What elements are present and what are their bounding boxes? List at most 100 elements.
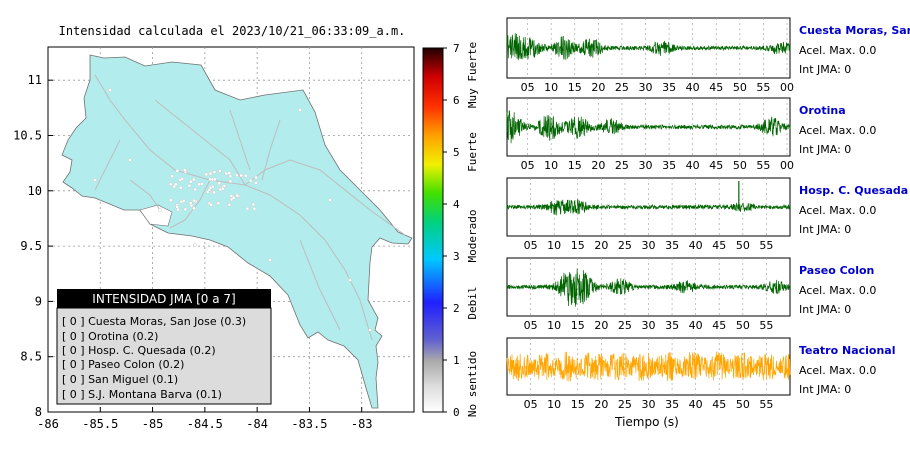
waveform-panel: 05 10 15 20 25 30 35 40 45 50 55 Paseo Colon Acel. M… bbox=[506, 257, 876, 332]
waveform-tick-label: 20 bbox=[594, 239, 608, 252]
map-x-tick-label: -85.5 bbox=[82, 417, 118, 431]
colorbar-tick-label: 5 bbox=[453, 146, 460, 159]
station-dot bbox=[192, 206, 196, 211]
waveform-trace bbox=[506, 33, 791, 61]
station-dot bbox=[187, 183, 192, 188]
waveform-panel: 05 10 15 20 25 30 35 40 45 50 55 00 Cuesta Moras, Sa… bbox=[506, 17, 910, 94]
station-dot bbox=[218, 169, 222, 173]
waveform-tick-label: 35 bbox=[665, 239, 679, 252]
map-x-tick-label: -83 bbox=[351, 417, 373, 431]
map-y-tick-label: 9.5 bbox=[20, 239, 42, 253]
legend-item: [ 0 ] Hosp. C. Quesada (0.2) bbox=[62, 344, 216, 357]
waveform-tick-label: 45 bbox=[712, 319, 726, 332]
station-accel: Acel. Max. 0.0 bbox=[799, 204, 876, 217]
waveform-tick-label: 20 bbox=[594, 398, 608, 411]
waveform-panel: 05 10 15 20 25 30 35 40 45 50 55 Teatro Nacional Ace… bbox=[506, 337, 896, 411]
legend-title: INTENSIDAD JMA [0 a 7] bbox=[92, 292, 235, 306]
waveform-tick-label: 55 bbox=[756, 81, 770, 94]
station-dot bbox=[239, 173, 243, 178]
waveform-tick-label: 55 bbox=[756, 159, 770, 172]
station-dot bbox=[348, 278, 352, 282]
station-dot bbox=[197, 182, 201, 187]
waveform-tick-label: 25 bbox=[618, 239, 632, 252]
station-dot bbox=[298, 108, 302, 112]
waveform-tick-label: 30 bbox=[642, 319, 656, 332]
map-y-tick-label: 8 bbox=[35, 405, 42, 419]
waveform-tick-label: 45 bbox=[712, 239, 726, 252]
station-jma: Int JMA: 0 bbox=[799, 63, 851, 76]
station-dot bbox=[231, 196, 236, 200]
station-dot bbox=[158, 208, 162, 212]
waveform-panel: 05 10 15 20 25 30 35 40 45 50 55 00 Orotina Acel. Max… bbox=[506, 97, 876, 172]
station-dot bbox=[216, 201, 221, 206]
waveform-tick-label: 15 bbox=[568, 159, 582, 172]
waveform-tick-label: 25 bbox=[615, 81, 629, 94]
waveform-tick-label: 05 bbox=[521, 159, 535, 172]
waveform-tick-label: 35 bbox=[665, 398, 679, 411]
station-dot bbox=[328, 198, 332, 202]
map-y-axis: 11 10.5 10 9.5 9 8.5 8 bbox=[13, 73, 53, 419]
colorbar-tick-label: 0 bbox=[453, 406, 460, 419]
waveform-tick-label: 20 bbox=[594, 319, 608, 332]
waveform-tick-label: 00 bbox=[780, 81, 794, 94]
station-jma: Int JMA: 0 bbox=[799, 303, 851, 316]
station-dot bbox=[180, 177, 185, 181]
station-dot bbox=[235, 193, 240, 198]
waveform-tick-label: 20 bbox=[591, 159, 605, 172]
station-dot bbox=[254, 181, 258, 185]
waveform-tick-label: 10 bbox=[547, 398, 561, 411]
station-dot bbox=[212, 190, 216, 195]
station-dot bbox=[170, 174, 175, 179]
waveform-tick-label: 40 bbox=[689, 398, 703, 411]
colorbar-tick-label: 3 bbox=[453, 250, 460, 263]
waveform-tick-label: 25 bbox=[618, 398, 632, 411]
map-y-tick-label: 8.5 bbox=[20, 350, 42, 364]
station-jma: Int JMA: 0 bbox=[799, 383, 851, 396]
waveform-tick-label: 25 bbox=[618, 319, 632, 332]
waveform-tick-label: 40 bbox=[686, 159, 700, 172]
station-dot bbox=[179, 185, 183, 190]
waveform-tick-label: 05 bbox=[521, 81, 535, 94]
waveform-tick-label: 35 bbox=[662, 159, 676, 172]
station-dot bbox=[212, 170, 217, 174]
station-name: Hosp. C. Quesada bbox=[799, 184, 908, 197]
station-dot bbox=[193, 187, 198, 192]
colorbar-tick-label: 7 bbox=[453, 42, 460, 55]
station-dots bbox=[93, 88, 372, 332]
station-dot bbox=[235, 173, 239, 178]
map-x-tick-label: -84.5 bbox=[187, 417, 223, 431]
station-dot bbox=[182, 168, 187, 172]
colorbar-tick-label: 4 bbox=[453, 198, 460, 211]
colorbar-label-fuerte: Fuerte bbox=[466, 132, 479, 172]
station-accel: Acel. Max. 0.0 bbox=[799, 44, 876, 57]
station-dot bbox=[188, 201, 193, 206]
station-dot bbox=[168, 182, 173, 187]
waveform-tick-label: 50 bbox=[736, 239, 750, 252]
station-dot bbox=[211, 184, 215, 189]
waveform-tick-label: 30 bbox=[642, 239, 656, 252]
station-dot bbox=[175, 168, 180, 173]
station-dot bbox=[227, 202, 232, 207]
map-title: Intensidad calculada el 2023/10/21_06:33… bbox=[59, 24, 406, 38]
colorbar-label-debil: Debil bbox=[466, 286, 479, 319]
legend-item: [ 0 ] Orotina (0.2) bbox=[62, 330, 158, 343]
waveform-tick-label: 05 bbox=[524, 319, 538, 332]
waveform-tick-label: 05 bbox=[524, 398, 538, 411]
station-dot bbox=[228, 179, 233, 184]
waveform-tick-label: 55 bbox=[759, 239, 773, 252]
legend-item: [ 0 ] Paseo Colon (0.2) bbox=[62, 358, 184, 371]
station-name: Teatro Nacional bbox=[799, 344, 896, 357]
waveform-tick-label: 10 bbox=[547, 239, 561, 252]
station-dot bbox=[179, 199, 184, 204]
map-x-tick-label: -84 bbox=[246, 417, 268, 431]
waveform-tick-label: 50 bbox=[736, 398, 750, 411]
waveform-tick-label: 35 bbox=[662, 81, 676, 94]
station-dot bbox=[173, 182, 178, 187]
station-dot bbox=[108, 88, 112, 92]
colorbar-ticks: 0 1 2 3 4 5 6 7 bbox=[443, 42, 460, 419]
waveform-tick-label: 35 bbox=[665, 319, 679, 332]
waveform-tick-label: 45 bbox=[709, 159, 723, 172]
waveform-tick-label: 15 bbox=[571, 319, 585, 332]
station-dot bbox=[209, 203, 213, 207]
legend-body-bg bbox=[56, 307, 272, 405]
